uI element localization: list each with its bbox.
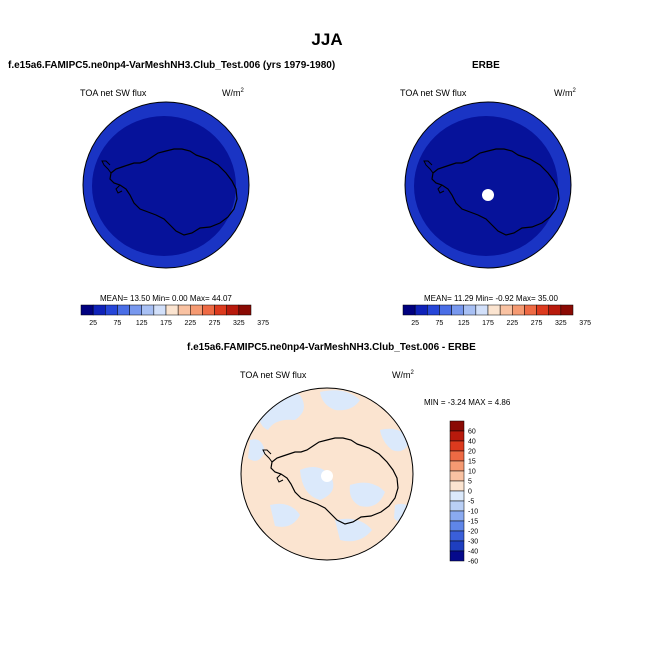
panel-1-colorbar-tick-label: 125 bbox=[136, 320, 148, 327]
panel-3-colorbar-tick-label: 10 bbox=[468, 469, 476, 476]
panel-1-stats: MEAN= 13.50 Min= 0.00 Max= 44.07 bbox=[100, 294, 232, 303]
panel-3-title: f.e15a6.FAMIPC5.ne0np4-VarMeshNH3.Club_T… bbox=[187, 342, 476, 353]
panel-3-colorbar-tick-label: 40 bbox=[468, 439, 476, 446]
panel-3-colorbar-swatch bbox=[449, 490, 465, 502]
panel-3-colorbar-swatch bbox=[449, 450, 465, 462]
panel-1-title: f.e15a6.FAMIPC5.ne0np4-VarMeshNH3.Club_T… bbox=[8, 60, 336, 71]
panel-1-colorbar-swatch bbox=[117, 304, 130, 316]
panel-3-colorbar-swatch bbox=[449, 520, 465, 532]
panel-3-colorbar-tick-label: -20 bbox=[468, 529, 478, 536]
panel-1-inner-field bbox=[92, 116, 236, 256]
panel-3-pole-hole bbox=[321, 470, 333, 482]
panel-1-colorbar-swatch bbox=[177, 304, 191, 316]
panel-1-colorbar-tick-label: 75 bbox=[114, 320, 122, 327]
panel-2-colorbar-tick-label: 325 bbox=[555, 320, 567, 327]
panel-1-colorbar-tick-label: 225 bbox=[184, 320, 196, 327]
panel-1-map bbox=[82, 101, 250, 269]
panel-2-colorbar-swatch bbox=[499, 304, 513, 316]
panel-3-colorbar: 60 40 20 15 10 5 0 -5 -10 -15 -20 -30 -40 -60 bbox=[449, 420, 478, 566]
panel-3-colorbar-tick-label: -60 bbox=[468, 559, 478, 566]
panel-3-colorbar-tick-label: -30 bbox=[468, 539, 478, 546]
panel-3-units: W/m2 bbox=[392, 370, 414, 380]
panel-1-units: W/m2 bbox=[222, 88, 244, 98]
panel-1-colorbar-tick-label: 375 bbox=[257, 320, 269, 327]
panel-3-colorbar-swatch bbox=[449, 430, 465, 442]
panel-3-colorbar-swatch bbox=[449, 440, 465, 452]
panel-2-colorbar-swatch bbox=[512, 304, 525, 316]
panel-3-map bbox=[240, 387, 414, 561]
panel-1-colorbar-swatch bbox=[153, 304, 167, 316]
panel-3-colorbar-swatch bbox=[449, 480, 465, 492]
panel-2-colorbar-swatch bbox=[548, 304, 562, 316]
panel-3-colorbar-tick-label: -15 bbox=[468, 519, 478, 526]
panel-1-colorbar-tick-label: 25 bbox=[89, 320, 97, 327]
panel-1-colorbar-swatch bbox=[105, 304, 118, 316]
panel-2-colorbar-tick-label: 225 bbox=[506, 320, 518, 327]
panel-2-inner-field bbox=[414, 116, 558, 256]
panel-1-colorbar-swatch bbox=[190, 304, 203, 316]
panel-2-colorbar-tick-label: 375 bbox=[579, 320, 591, 327]
panel-2-colorbar-tick-label: 125 bbox=[458, 320, 470, 327]
panel-2-colorbar-swatch bbox=[439, 304, 452, 316]
panel-1-colorbar-swatch bbox=[238, 304, 252, 316]
panel-1-variable: TOA net SW flux bbox=[80, 88, 147, 98]
panel-2-colorbar-swatch bbox=[402, 304, 416, 316]
panel-1-colorbar-swatch bbox=[129, 304, 142, 316]
panel-1-colorbar-swatch bbox=[92, 304, 106, 316]
panel-2-pole-hole bbox=[482, 189, 494, 201]
panel-2-colorbar-swatch bbox=[414, 304, 428, 316]
panel-2-colorbar-swatch bbox=[427, 304, 440, 316]
panel-2-colorbar-swatch bbox=[463, 304, 477, 316]
panel-3-colorbar-swatch bbox=[449, 460, 465, 472]
panel-2-colorbar: 25 75 125 175 225 275 325 375 bbox=[402, 304, 591, 327]
panel-2-colorbar-swatch bbox=[487, 304, 501, 316]
panel-2-colorbar-tick-label: 25 bbox=[411, 320, 419, 327]
panel-3-colorbar-tick-label: 5 bbox=[468, 479, 472, 486]
panel-2-colorbar-tick-label: 75 bbox=[436, 320, 444, 327]
panel-1-colorbar-swatch bbox=[141, 304, 155, 316]
panel-1-colorbar-tick-label: 275 bbox=[209, 320, 221, 327]
panel-1-colorbar: 25 75 125 175 225 275 325 375 bbox=[80, 304, 269, 327]
panel-1-colorbar-swatch bbox=[202, 304, 215, 316]
panel-2-colorbar-tick-label: 275 bbox=[531, 320, 543, 327]
panel-3-colorbar-swatch bbox=[449, 540, 465, 552]
panel-3-colorbar-swatch bbox=[449, 550, 465, 562]
panel-3-stats: MIN = -3.24 MAX = 4.86 bbox=[424, 398, 511, 407]
panel-3-colorbar-tick-label: 60 bbox=[468, 429, 476, 436]
panel-3-colorbar-tick-label: 20 bbox=[468, 449, 476, 456]
panel-1-colorbar-swatch bbox=[226, 304, 240, 316]
panel-1-colorbar-tick-label: 325 bbox=[233, 320, 245, 327]
panel-2-colorbar-swatch bbox=[475, 304, 489, 316]
panel-3-colorbar-tick-label: -10 bbox=[468, 509, 478, 516]
panel-3-colorbar-tick-label: 15 bbox=[468, 459, 476, 466]
panel-2-units: W/m2 bbox=[554, 88, 576, 98]
panel-3-colorbar-tick-label: 0 bbox=[468, 489, 472, 496]
panel-3-colorbar-swatch bbox=[449, 500, 465, 512]
panel-2-stats: MEAN= 11.29 Min= -0.92 Max= 35.00 bbox=[424, 294, 558, 303]
panel-2-title: ERBE bbox=[472, 60, 500, 71]
panel-2-colorbar-tick-label: 175 bbox=[482, 320, 494, 327]
panel-2-variable: TOA net SW flux bbox=[400, 88, 467, 98]
panel-2-colorbar-swatch bbox=[524, 304, 537, 316]
panel-1-colorbar-swatch bbox=[80, 304, 94, 316]
panel-1-colorbar-tick-label: 175 bbox=[160, 320, 172, 327]
panel-3-colorbar-swatch bbox=[449, 470, 465, 482]
panel-1-colorbar-swatch bbox=[165, 304, 179, 316]
panel-3-variable: TOA net SW flux bbox=[240, 370, 307, 380]
panel-3-colorbar-tick-label: -5 bbox=[468, 499, 474, 506]
panel-3-colorbar-swatch bbox=[449, 420, 465, 432]
panel-3-colorbar-swatch bbox=[449, 530, 465, 542]
panel-3-colorbar-tick-label: -40 bbox=[468, 549, 478, 556]
panel-2-map bbox=[404, 101, 572, 269]
panel-3-colorbar-swatch bbox=[449, 510, 465, 522]
panel-1-colorbar-swatch bbox=[214, 304, 227, 316]
panel-2-colorbar-swatch bbox=[451, 304, 464, 316]
panel-2-colorbar-swatch bbox=[560, 304, 574, 316]
panel-2-colorbar-swatch bbox=[536, 304, 549, 316]
figure-title: JJA bbox=[311, 30, 343, 49]
